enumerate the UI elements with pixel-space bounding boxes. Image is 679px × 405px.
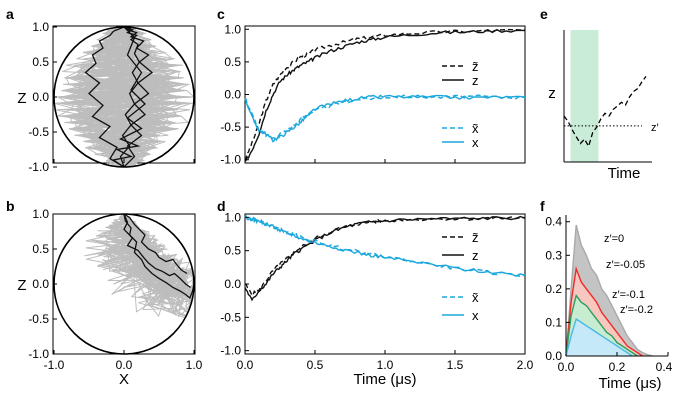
series-line-1 bbox=[565, 265, 643, 357]
gray-trajectory bbox=[95, 214, 194, 304]
series-line-0 bbox=[244, 215, 526, 297]
panel-c: 1.0 0.5 0.0 -0.5 -1.0 z̃z x̃x bbox=[220, 22, 526, 167]
series-line-3 bbox=[244, 94, 526, 143]
trajectory-0 bbox=[123, 213, 195, 300]
ytick-label: -1.0 bbox=[220, 153, 241, 167]
ytick-label: -1.0 bbox=[220, 344, 241, 358]
ytick-label: 0.5 bbox=[32, 55, 49, 69]
threshold-label: z′ bbox=[651, 122, 659, 134]
xtick-label: 0.0 bbox=[237, 358, 254, 372]
xtick-label: 2.0 bbox=[517, 358, 534, 372]
ytick-label: -0.5 bbox=[220, 310, 241, 324]
xtick-label: 1.0 bbox=[377, 358, 394, 372]
trajectory-3 bbox=[111, 26, 146, 168]
series-line-0 bbox=[565, 224, 653, 357]
series-label-2: z′=-0.1 bbox=[612, 289, 645, 301]
series-line-2 bbox=[565, 294, 638, 357]
gray-trajectory bbox=[79, 27, 177, 167]
ytick-label: -1.0 bbox=[28, 160, 49, 174]
ytick-label: 0.0 bbox=[545, 349, 562, 363]
panel-label-c: c bbox=[217, 6, 225, 22]
legend-label-3: x bbox=[472, 308, 479, 323]
series-label-3: z′=-0.2 bbox=[620, 304, 653, 316]
legend-label-3: x bbox=[472, 135, 479, 150]
trajectory-0 bbox=[119, 26, 141, 168]
legend-label-1: z bbox=[472, 73, 479, 88]
series-area-3 bbox=[566, 319, 633, 356]
xtick-label: 0.0 bbox=[558, 360, 575, 374]
ytick-label: 0.0 bbox=[32, 90, 49, 104]
y-axis-label: Z bbox=[17, 90, 26, 107]
ytick-label: 0.5 bbox=[32, 242, 49, 256]
panel-label-b: b bbox=[6, 198, 15, 214]
highlight-band bbox=[570, 30, 599, 162]
series-line-1 bbox=[244, 28, 526, 162]
gray-trajectories bbox=[54, 27, 194, 167]
panel-label-f: f bbox=[540, 198, 545, 214]
ytick-label: 0.0 bbox=[224, 277, 241, 291]
plots-layer: 1.00.50.0-0.5-1.0Z1.00.50.0-0.5-1.0-1.0 0… bbox=[17, 20, 672, 392]
series-line-2 bbox=[244, 215, 526, 277]
panel-b: 1.0 0.5 0.0 -0.5 -1.0-1.0 0.0 1.0 Z X bbox=[17, 207, 202, 388]
series-label-1: z′=-0.05 bbox=[606, 259, 645, 271]
ytick-label: 0.0 bbox=[224, 88, 241, 102]
trajectory-1 bbox=[123, 213, 191, 289]
ytick-label: 1.0 bbox=[32, 20, 49, 34]
ytick-label: 0.2 bbox=[545, 282, 562, 296]
trajectory-2 bbox=[123, 213, 188, 275]
xtick-label: 1.0 bbox=[186, 358, 203, 372]
series-line-3 bbox=[565, 318, 633, 357]
series-line-3 bbox=[244, 214, 526, 277]
panel-label-a: a bbox=[6, 6, 14, 22]
ytick-label: -1.0 bbox=[28, 347, 49, 361]
x-axis-label: Time (μs) bbox=[598, 375, 661, 392]
legend-label-0: z̃ bbox=[472, 59, 479, 74]
gray-trajectory bbox=[56, 27, 178, 167]
ytick-label: 0.3 bbox=[545, 248, 562, 262]
series-label-0: z′=0 bbox=[604, 233, 624, 245]
y-axis-label: Z bbox=[17, 277, 26, 294]
xtick-label: 0.4 bbox=[656, 360, 673, 374]
x-axis-label: X bbox=[119, 371, 129, 388]
ytick-label: -0.5 bbox=[28, 312, 49, 326]
xtick-label: 0.2 bbox=[609, 360, 626, 374]
panel-a: 1.0 0.5 0.0 -0.5 -1.0 Z bbox=[17, 20, 196, 174]
trajectory-1 bbox=[123, 26, 154, 168]
xtick-label: 1.5 bbox=[447, 358, 464, 372]
x-axis-label: Time (μs) bbox=[353, 371, 416, 388]
legend-label-0: z̃ bbox=[472, 230, 479, 245]
xtick-label: 0.0 bbox=[116, 358, 133, 372]
panel-label-e: e bbox=[540, 6, 548, 22]
gray-trajectory bbox=[88, 27, 173, 167]
series-line-2 bbox=[244, 94, 526, 140]
ytick-label: 1.0 bbox=[224, 22, 241, 36]
ytick-label: 0.1 bbox=[545, 315, 562, 329]
ytick-label: 0.5 bbox=[224, 55, 241, 69]
trajectory-2 bbox=[84, 26, 125, 168]
ytick-label: 1.0 bbox=[224, 210, 241, 224]
gray-trajectory bbox=[58, 27, 169, 167]
panel-e: z z′ Time bbox=[548, 30, 659, 182]
legend-label-2: x̃ bbox=[472, 290, 479, 305]
xtick-label: -1.0 bbox=[44, 358, 65, 372]
x-axis-label: Time bbox=[608, 165, 641, 182]
y-axis-label: z bbox=[548, 85, 556, 102]
panel-label-d: d bbox=[217, 198, 226, 214]
ytick-label: -0.5 bbox=[28, 125, 49, 139]
axis-frame bbox=[244, 25, 526, 164]
ytick-label: -0.5 bbox=[220, 120, 241, 134]
series-line-1 bbox=[244, 215, 526, 302]
ytick-label: 0.5 bbox=[224, 244, 241, 258]
legend-label-2: x̃ bbox=[472, 121, 479, 136]
ytick-label: 1.0 bbox=[32, 207, 49, 221]
ytick-label: 0.4 bbox=[545, 215, 562, 229]
series-line-0 bbox=[244, 28, 525, 161]
xtick-label: 0.5 bbox=[307, 358, 324, 372]
ytick-label: 0.0 bbox=[32, 277, 49, 291]
legend-label-1: z bbox=[472, 248, 479, 263]
signal-line bbox=[563, 76, 647, 148]
